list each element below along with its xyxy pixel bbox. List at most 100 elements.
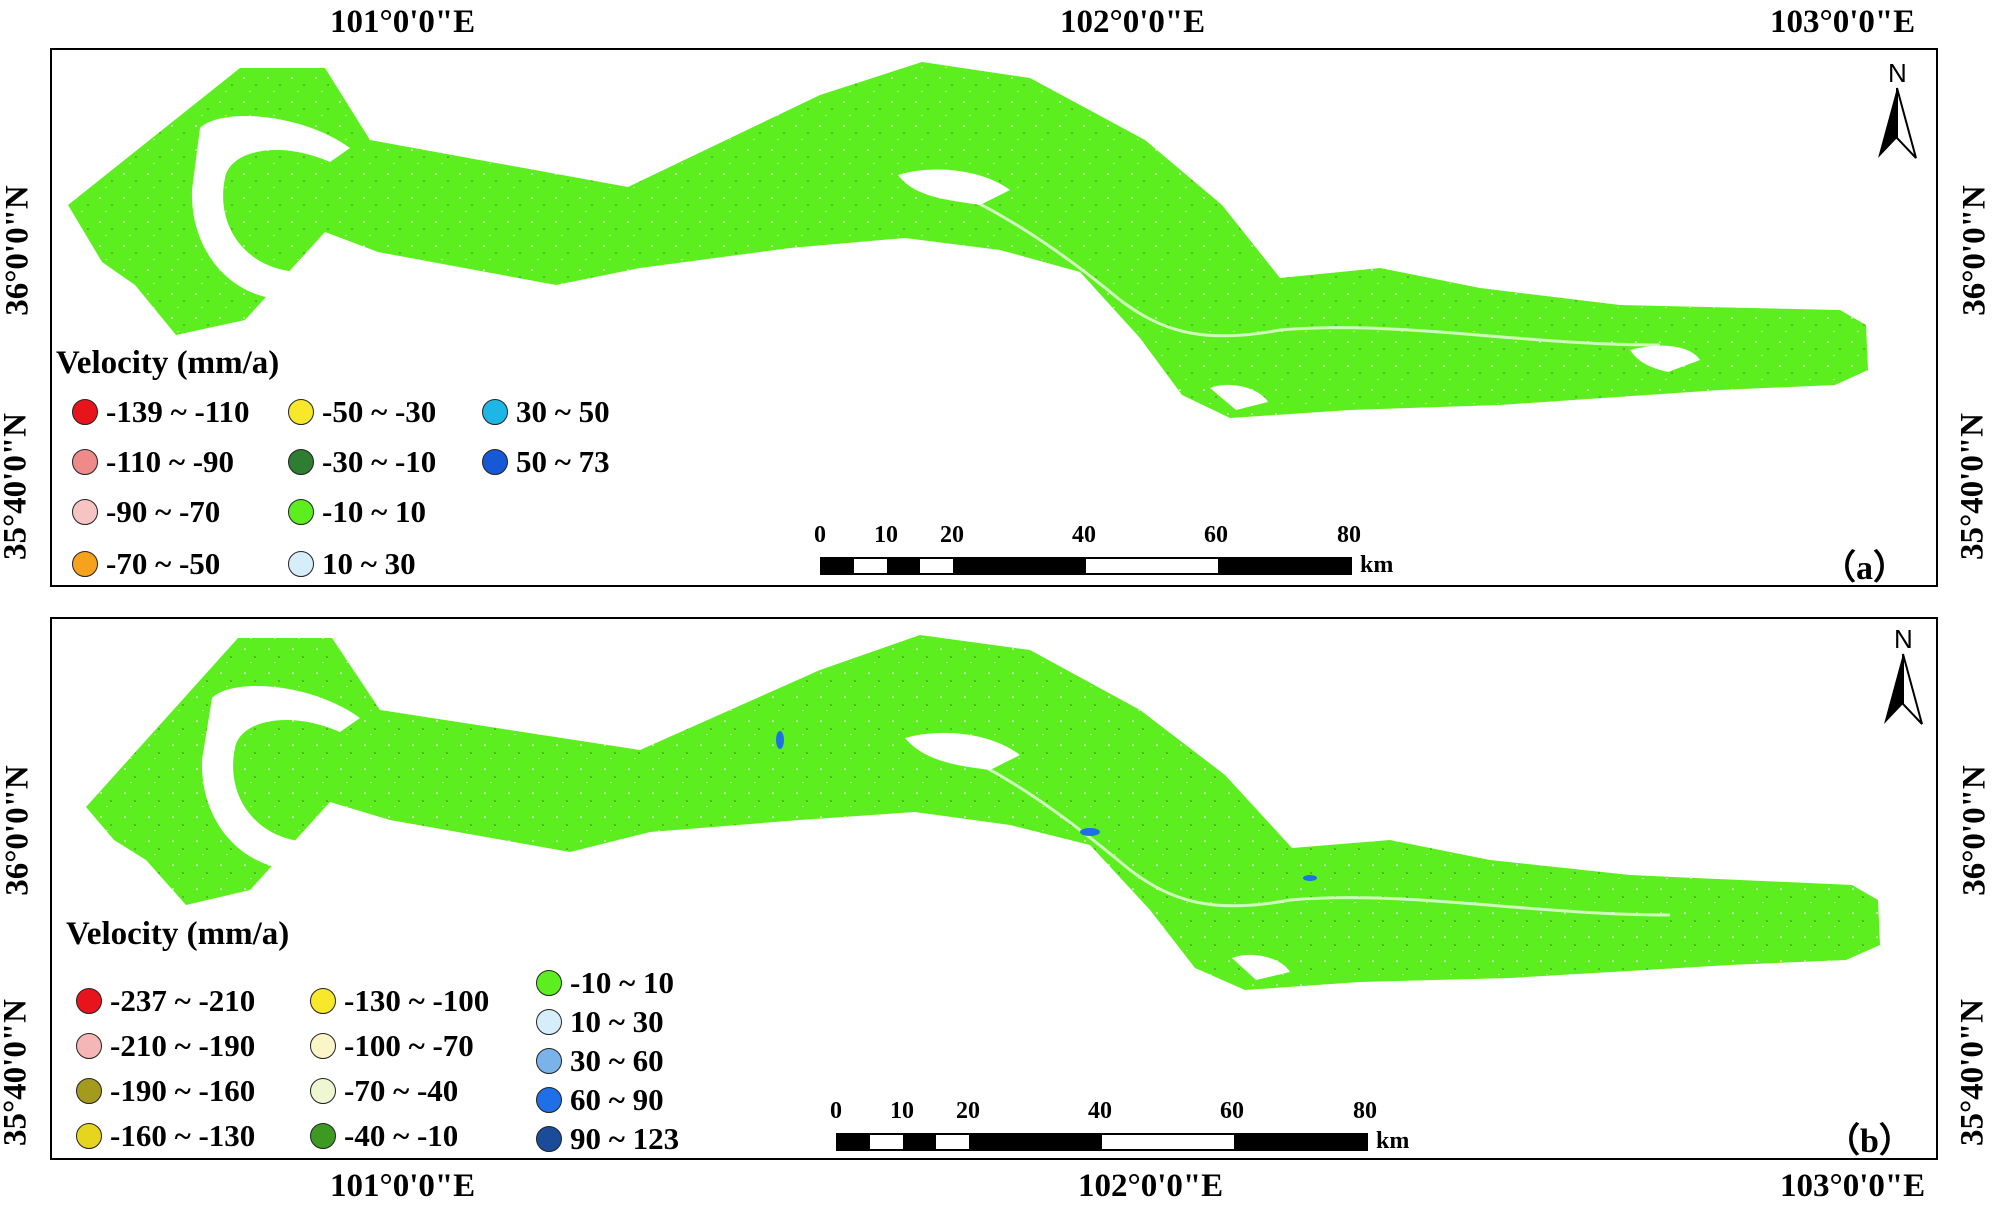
scalebar-tick-a-1: 10 xyxy=(874,522,898,548)
legend-title-a: Velocity (mm/a) xyxy=(56,345,280,381)
legend-item-a-2: -110 ~ -90 xyxy=(72,444,234,480)
legend-label: 10 ~ 30 xyxy=(570,1004,664,1039)
map-svg-b xyxy=(86,635,1880,990)
legend-swatch xyxy=(536,1126,562,1152)
gap-a-1 xyxy=(898,169,1010,205)
panel-label-a: （a） xyxy=(1822,550,1907,587)
legend-label: 50 ~ 73 xyxy=(516,444,610,479)
legend-item-a-1: -139 ~ -110 xyxy=(72,394,250,430)
reservoir-gap-b xyxy=(201,686,360,870)
scalebar-b xyxy=(836,1133,1368,1151)
river-b xyxy=(939,743,1671,917)
reservoir-gap-a xyxy=(191,116,350,301)
legend-label: -70 ~ -50 xyxy=(106,546,221,581)
blue-patch-b-2 xyxy=(1080,828,1100,836)
legend-swatch xyxy=(76,1078,102,1104)
gap-a-3 xyxy=(1210,384,1268,410)
legend-label: -30 ~ -10 xyxy=(322,444,437,479)
bottom-coord-b-3: 103°0'0"E xyxy=(1780,1168,1926,1204)
legend-item-a-6: -30 ~ -10 xyxy=(288,444,436,480)
legend-swatch xyxy=(76,1033,102,1059)
legend-item-b-6: -100 ~ -70 xyxy=(310,1028,474,1064)
legend-label: -70 ~ -40 xyxy=(344,1073,459,1108)
legend-label: 10 ~ 30 xyxy=(322,546,416,581)
scalebar-a xyxy=(820,557,1352,575)
study-area-b xyxy=(86,635,1880,990)
scalebar-unit-a: km xyxy=(1360,552,1394,578)
bottom-coord-b-1: 101°0'0"E xyxy=(330,1168,476,1204)
legend-swatch xyxy=(536,1048,562,1074)
legend-swatch xyxy=(310,1078,336,1104)
legend-label: -110 ~ -90 xyxy=(106,444,235,479)
legend-item-a-4: -70 ~ -50 xyxy=(72,546,220,582)
left-coord-b-1: 36°0'0"N xyxy=(0,765,36,896)
legend-item-a-9: 30 ~ 50 xyxy=(482,394,610,430)
legend-item-b-9: -10 ~ 10 xyxy=(536,965,674,1001)
legend-swatch xyxy=(76,1123,102,1149)
north-label-b: N xyxy=(1894,624,1913,654)
legend-swatch xyxy=(288,399,314,425)
scalebar-tick-b-2: 20 xyxy=(956,1098,980,1124)
legend-item-b-4: -160 ~ -130 xyxy=(76,1118,255,1154)
map-frame-b xyxy=(50,617,1938,1160)
legend-label: -237 ~ -210 xyxy=(110,983,256,1018)
legend-swatch xyxy=(288,499,314,525)
map-frame-a xyxy=(50,48,1938,587)
legend-label: 60 ~ 90 xyxy=(570,1082,664,1117)
blue-patch-b-1 xyxy=(776,731,784,749)
legend-item-b-13: 90 ~ 123 xyxy=(536,1121,679,1157)
blue-patch-b-3 xyxy=(1303,875,1317,881)
panel-label-b: （b） xyxy=(1826,1123,1913,1160)
scalebar-tick-b-5: 80 xyxy=(1353,1098,1377,1124)
legend-swatch xyxy=(536,1087,562,1113)
scalebar-tick-a-2: 20 xyxy=(940,522,964,548)
legend-label: 30 ~ 60 xyxy=(570,1043,664,1078)
legend-item-b-11: 30 ~ 60 xyxy=(536,1043,664,1079)
scalebar-tick-b-4: 60 xyxy=(1220,1098,1244,1124)
scalebar-tick-a-3: 40 xyxy=(1072,522,1096,548)
gap-b-1 xyxy=(905,732,1020,770)
legend-label: -10 ~ 10 xyxy=(322,494,426,529)
legend-item-b-7: -70 ~ -40 xyxy=(310,1073,458,1109)
legend-swatch xyxy=(310,1033,336,1059)
legend-label: -130 ~ -100 xyxy=(344,983,490,1018)
gap-b-2 xyxy=(1232,954,1290,980)
legend-item-a-7: -10 ~ 10 xyxy=(288,494,426,530)
right-coord-b-1: 36°0'0"N xyxy=(1956,765,1993,896)
legend-label: -160 ~ -130 xyxy=(110,1118,256,1153)
scalebar-tick-b-3: 40 xyxy=(1088,1098,1112,1124)
legend-swatch xyxy=(536,970,562,996)
legend-item-b-5: -130 ~ -100 xyxy=(310,983,489,1019)
legend-swatch xyxy=(310,1123,336,1149)
scalebar-tick-b-0: 0 xyxy=(830,1098,842,1124)
legend-label: -100 ~ -70 xyxy=(344,1028,474,1063)
legend-item-b-10: 10 ~ 30 xyxy=(536,1004,664,1040)
legend-swatch xyxy=(72,551,98,577)
study-area-a xyxy=(68,62,1868,418)
legend-label: -90 ~ -70 xyxy=(106,494,221,529)
north-label-a: N xyxy=(1888,58,1907,88)
legend-item-a-10: 50 ~ 73 xyxy=(482,444,610,480)
legend-item-a-3: -90 ~ -70 xyxy=(72,494,220,530)
legend-swatch xyxy=(72,499,98,525)
left-coord-a-2: 35°40'0"N xyxy=(0,412,34,561)
legend-label: -139 ~ -110 xyxy=(106,394,250,429)
legend-label: 30 ~ 50 xyxy=(516,394,610,429)
legend-label: 90 ~ 123 xyxy=(570,1121,680,1156)
legend-swatch xyxy=(482,399,508,425)
legend-label: -50 ~ -30 xyxy=(322,394,437,429)
legend-title-b: Velocity (mm/a) xyxy=(66,916,290,952)
legend-label: -210 ~ -190 xyxy=(110,1028,256,1063)
left-coord-b-2: 35°40'0"N xyxy=(0,998,34,1147)
legend-swatch xyxy=(288,551,314,577)
right-coord-a-1: 36°0'0"N xyxy=(1956,185,1993,316)
top-coord-a-1: 101°0'0"E xyxy=(330,4,476,40)
legend-item-b-1: -237 ~ -210 xyxy=(76,983,255,1019)
legend-item-a-8: 10 ~ 30 xyxy=(288,546,416,582)
legend-label: -10 ~ 10 xyxy=(570,965,674,1000)
river-a xyxy=(929,178,1661,347)
top-coord-a-2: 102°0'0"E xyxy=(1060,4,1206,40)
legend-swatch xyxy=(482,449,508,475)
north-arrow-icon xyxy=(1878,87,1917,159)
